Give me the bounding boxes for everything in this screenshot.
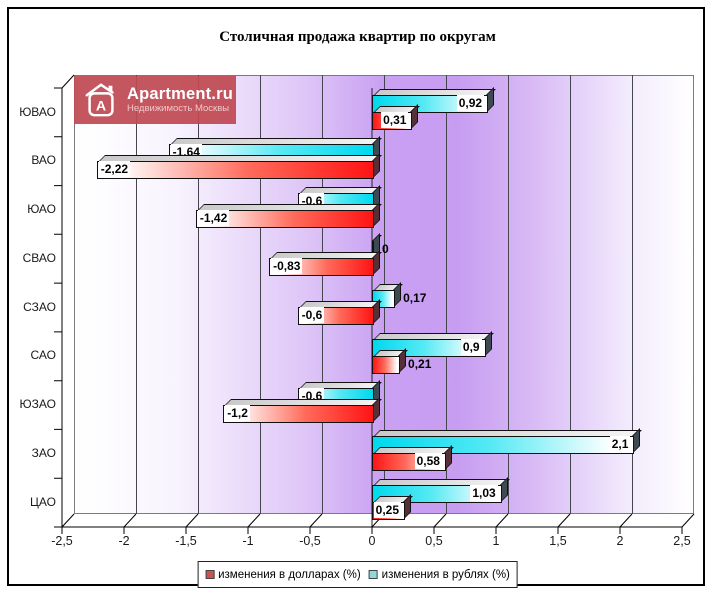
bar-value-label: -0,83 xyxy=(271,258,303,275)
bar-value-label: 0,21 xyxy=(408,356,432,371)
x-tick-label: 0,5 xyxy=(425,534,443,548)
legend-entry-rubles: изменения в рублях (%) xyxy=(368,568,510,581)
legend-label-rubles: изменения в рублях (%) xyxy=(381,568,510,581)
bar xyxy=(195,209,374,228)
bar-value-label: 0,31 xyxy=(381,112,409,128)
x-tick-label: -2 xyxy=(118,534,130,548)
logo-brand: Apartment.ru xyxy=(127,84,233,103)
category-label: ВАО xyxy=(31,153,56,168)
bar-value-label: 0,92 xyxy=(456,95,485,111)
bar-value-label: -1,2 xyxy=(225,404,250,421)
category-label: ЗАО xyxy=(31,445,56,460)
house-icon: A xyxy=(85,83,114,117)
x-tick-label: -0,5 xyxy=(299,534,321,548)
bar-value-label: 0,17 xyxy=(403,291,427,306)
bar xyxy=(223,404,374,423)
dollars-swatch-icon xyxy=(205,570,215,579)
x-tick-label: -1 xyxy=(242,534,254,548)
category-label: ЮАО xyxy=(27,202,56,217)
x-tick-label: 2 xyxy=(616,534,624,548)
bar-value-label: 0,9 xyxy=(460,338,482,355)
bar xyxy=(96,160,374,179)
x-tick-label: 1 xyxy=(492,534,500,548)
chart-title: Столичная продажа квартир по округам xyxy=(219,29,496,45)
bar-value-label: 0,58 xyxy=(414,453,442,470)
rubles-swatch-icon xyxy=(368,570,378,579)
category-label: ЮЗАО xyxy=(19,397,56,412)
bar-value-label: 2,1 xyxy=(609,436,631,453)
category-label: ЦАО xyxy=(30,494,56,509)
category-label: СЗАО xyxy=(23,299,56,314)
bar-value-label: 1,03 xyxy=(470,485,498,502)
legend-entry-dollars: изменения в долларах (%) xyxy=(205,569,361,581)
category-label: СВАО xyxy=(22,250,56,265)
bar-value-label: 0,25 xyxy=(373,502,401,519)
legend-box: изменения в долларах (%) изменения в руб… xyxy=(197,561,518,588)
category-label: САО xyxy=(30,348,56,363)
x-tick-label: 1,5 xyxy=(549,534,567,548)
bar-value-label: 0 xyxy=(382,242,389,257)
x-tick-label: -1,5 xyxy=(175,534,197,548)
bar-value-label: -1,42 xyxy=(197,209,230,226)
watermark-logo: A Apartment.ru Недвижимость Москвы xyxy=(74,76,236,124)
legend-label-dollars: изменения в долларах (%) xyxy=(218,568,361,581)
x-tick-label: -2,5 xyxy=(51,534,73,548)
svg-text:A: A xyxy=(96,98,106,114)
bar-value-label: -0,6 xyxy=(299,307,325,324)
x-tick-label: 2,5 xyxy=(673,534,691,548)
x-tick-label: 0 xyxy=(368,534,376,548)
bar-value-label: -2,22 xyxy=(98,160,131,177)
logo-subtitle: Недвижимость Москвы xyxy=(127,103,230,115)
bar xyxy=(372,355,401,374)
category-label: ЮВАО xyxy=(19,104,56,119)
